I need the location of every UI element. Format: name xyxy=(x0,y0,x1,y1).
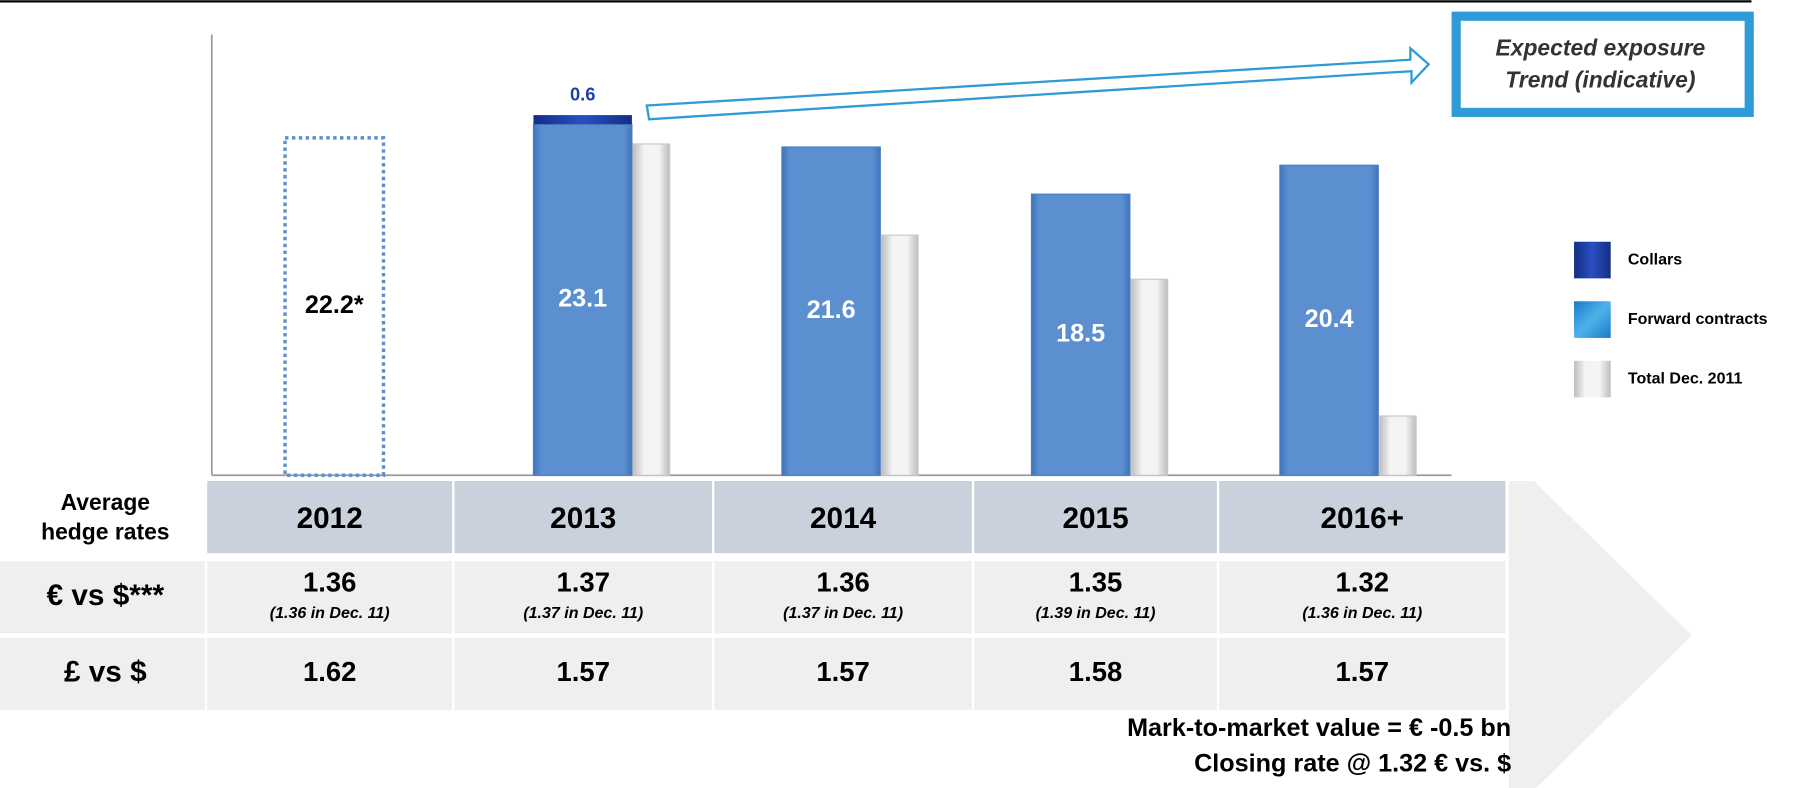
table-note: (1.39 in Dec. 11) xyxy=(1036,604,1156,622)
table-value: 1.36 xyxy=(303,566,356,597)
table-header: 2016+ xyxy=(1320,502,1404,535)
table-note: (1.36 in Dec. 11) xyxy=(1302,604,1422,622)
bar-label: 21.6 xyxy=(807,296,856,324)
bar xyxy=(533,115,632,125)
bar xyxy=(1030,193,1131,476)
table-cell xyxy=(974,561,1217,634)
table-header-label: hedge rates xyxy=(41,519,169,545)
table-cell xyxy=(207,637,453,710)
annotation-box xyxy=(1451,11,1754,117)
table-cell xyxy=(714,561,972,634)
bar-label: 0.6 xyxy=(570,83,595,104)
table-value: 1.37 xyxy=(557,566,610,597)
table-note: (1.37 in Dec. 11) xyxy=(523,604,643,622)
legend-swatch xyxy=(1574,301,1611,338)
table-header: 2015 xyxy=(1062,502,1128,535)
table-cell xyxy=(454,561,713,634)
table-row-label: € vs $*** xyxy=(47,579,165,612)
table-header-label: Average xyxy=(61,489,150,515)
table-header: 2014 xyxy=(810,502,877,535)
table-cell xyxy=(1219,637,1506,710)
table-cell xyxy=(454,637,713,710)
legend-swatch xyxy=(1574,360,1611,398)
table-value: 1.62 xyxy=(303,656,356,687)
footer-text: Closing rate @ 1.32 € vs. $ xyxy=(1194,750,1511,778)
table-row-label-cell xyxy=(0,561,205,634)
legend-swatch xyxy=(1574,241,1611,279)
table-cell xyxy=(714,637,972,710)
table-value: 1.57 xyxy=(816,656,869,687)
table-note: (1.36 in Dec. 11) xyxy=(270,604,390,622)
bar xyxy=(283,136,386,477)
table-header-cell xyxy=(1219,481,1506,554)
footer-text: Mark-to-market value = € -0.5 bn xyxy=(1127,714,1511,742)
bar-label: 23.1 xyxy=(558,284,607,312)
bar xyxy=(880,234,919,476)
annotation: Trend (indicative) xyxy=(1505,67,1695,93)
table-value: 1.32 xyxy=(1336,566,1389,597)
bar xyxy=(1279,164,1379,476)
annotation: Expected exposure xyxy=(1495,34,1705,60)
bar-label: 20.4 xyxy=(1305,305,1354,333)
table-header-cell xyxy=(454,481,713,554)
table-header: 2013 xyxy=(550,502,616,535)
table-cell xyxy=(974,637,1217,710)
table-header-cell xyxy=(207,481,453,554)
bar-label: 22.2* xyxy=(305,291,364,319)
trend-arrow xyxy=(645,45,1431,121)
bar xyxy=(1130,278,1169,476)
table-value: 1.35 xyxy=(1069,566,1122,597)
bar xyxy=(781,146,881,476)
table-header-cell xyxy=(714,481,972,554)
table-cell xyxy=(207,561,453,634)
table-cell xyxy=(1219,561,1506,634)
table-value: 1.58 xyxy=(1069,656,1122,687)
table-row-label: £ vs $ xyxy=(64,656,147,689)
table-value: 1.57 xyxy=(557,656,610,687)
bar xyxy=(532,123,633,476)
bar xyxy=(1378,415,1417,476)
table-header-cell xyxy=(974,481,1217,554)
table-value: 1.36 xyxy=(816,566,869,597)
legend-label: Collars xyxy=(1628,250,1682,268)
table-header: 2012 xyxy=(297,502,363,535)
table-row-label-cell xyxy=(0,637,205,710)
table-note: (1.37 in Dec. 11) xyxy=(783,604,903,622)
bar-label: 18.5 xyxy=(1056,319,1105,347)
background-arrow xyxy=(1508,481,1692,788)
table-value: 1.57 xyxy=(1336,656,1389,687)
bar xyxy=(632,143,671,476)
legend-label: Forward contracts xyxy=(1628,310,1768,328)
legend-label: Total Dec. 2011 xyxy=(1628,369,1743,387)
